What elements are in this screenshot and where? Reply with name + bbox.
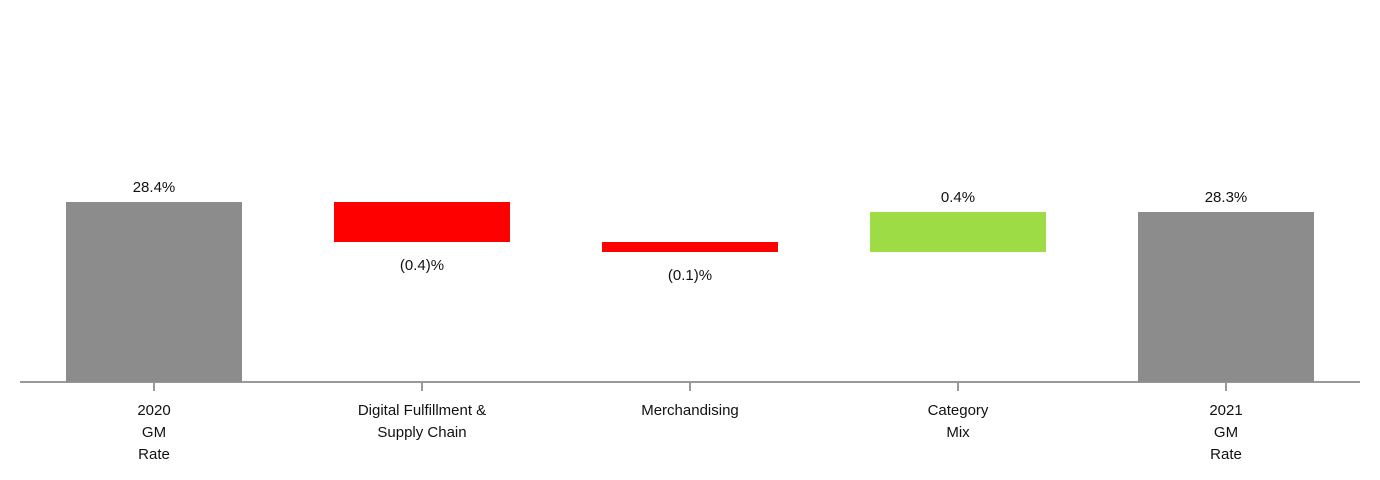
- x-tick-label: Category Mix: [927, 402, 989, 441]
- x-tick-label: Digital Fulfillment & Supply Chain: [357, 402, 487, 441]
- value-label: 28.4%: [133, 179, 176, 196]
- bar: [334, 202, 510, 242]
- bar: [870, 212, 1046, 252]
- x-tick-label: 2020 GM Rate: [137, 402, 171, 463]
- x-tick-label: 2021 GM Rate: [1209, 402, 1243, 463]
- value-label: 28.3%: [1205, 189, 1248, 206]
- x-tick-label: Merchandising: [641, 402, 739, 419]
- value-label: 0.4%: [941, 189, 975, 206]
- value-label: (0.4)%: [400, 257, 444, 274]
- value-label: (0.1)%: [668, 267, 712, 284]
- bar: [602, 242, 778, 252]
- bar: [1138, 212, 1314, 382]
- bar: [66, 202, 242, 382]
